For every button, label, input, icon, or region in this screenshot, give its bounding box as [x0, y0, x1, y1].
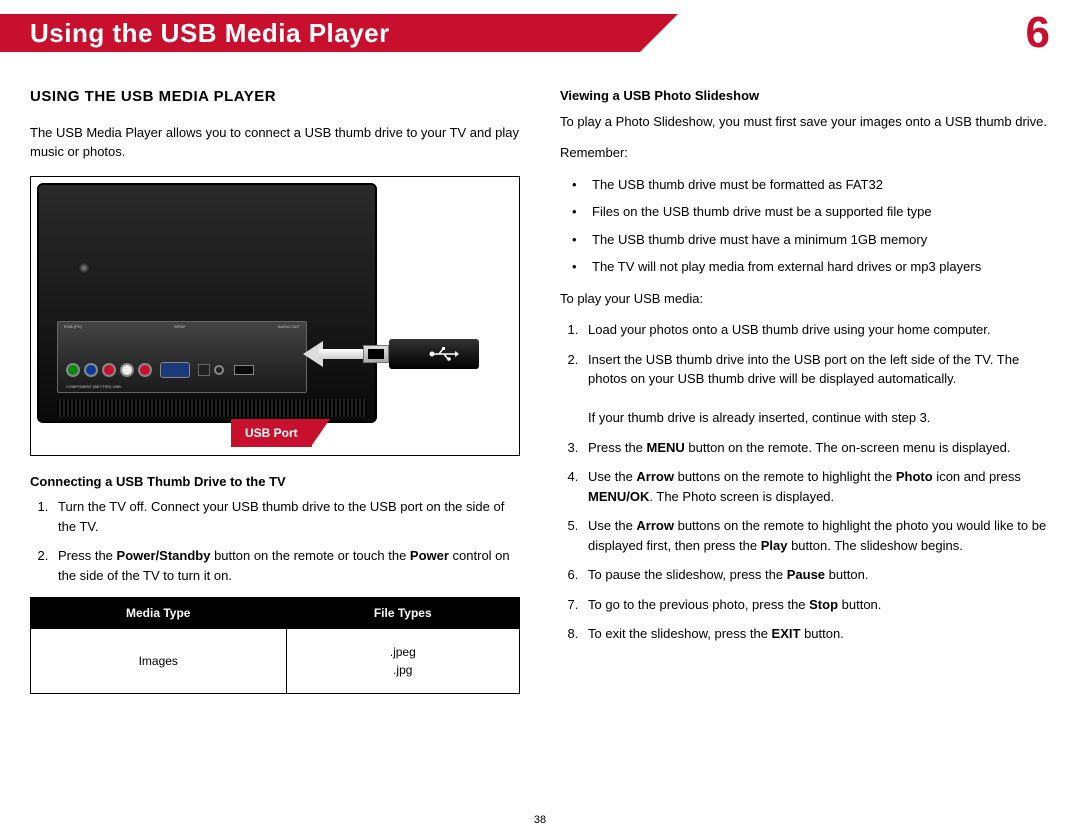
list-item: Load your photos onto a USB thumb drive … [582, 320, 1050, 340]
list-item: The TV will not play media from external… [582, 257, 1050, 277]
list-item: Use the Arrow buttons on the remote to h… [582, 516, 1050, 555]
vga-port-icon [160, 362, 190, 378]
tv-body: RGB (PC) SPDIF AUDIO OUT [37, 183, 377, 423]
table-cell: Images [31, 629, 287, 694]
table-cell: .jpeg.jpg [286, 629, 520, 694]
page-title: Using the USB Media Player [30, 18, 390, 49]
file-types-table: Media Type File Types Images .jpeg.jpg [30, 597, 520, 694]
port-row [66, 362, 254, 378]
table-header: File Types [286, 598, 520, 629]
usb-logo-icon [429, 347, 459, 361]
intro-text: The USB Media Player allows you to conne… [30, 123, 520, 162]
list-item: Press the Power/Standby button on the re… [52, 546, 520, 585]
port-label: AUDIO OUT [278, 324, 300, 330]
content-area: USING THE USB MEDIA PLAYER The USB Media… [0, 56, 1080, 704]
arrow-icon [303, 345, 363, 363]
tv-figure: RGB (PC) SPDIF AUDIO OUT [30, 176, 520, 456]
title-banner: Using the USB Media Player [0, 14, 640, 52]
spdif-icon [198, 364, 210, 376]
connect-steps-list: Turn the TV off. Connect your USB thumb … [30, 497, 520, 585]
list-item: Insert the USB thumb drive into the USB … [582, 350, 1050, 428]
usb-tip-icon [363, 345, 389, 363]
port-labels-row: RGB (PC) SPDIF AUDIO OUT [64, 324, 300, 330]
left-column: USING THE USB MEDIA PLAYER The USB Media… [30, 86, 520, 694]
list-item: Files on the USB thumb drive must be a s… [582, 202, 1050, 222]
page-number: 38 [0, 814, 1080, 826]
chapter-number: 6 [1026, 8, 1050, 58]
usb-stick-icon [389, 339, 479, 369]
port-label: SPDIF [174, 324, 186, 330]
usb-port-callout: USB Port [231, 419, 312, 447]
remember-list: The USB thumb drive must be formatted as… [560, 175, 1050, 277]
list-item: To go to the previous photo, press the S… [582, 595, 1050, 615]
rca-red-icon [102, 363, 116, 377]
list-item: The USB thumb drive must be formatted as… [582, 175, 1050, 195]
list-item: To pause the slideshow, press the Pause … [582, 565, 1050, 585]
remember-label: Remember: [560, 143, 1050, 163]
aux-icon [214, 365, 224, 375]
rca-blue-icon [84, 363, 98, 377]
list-item: Turn the TV off. Connect your USB thumb … [52, 497, 520, 536]
list-item: The USB thumb drive must have a minimum … [582, 230, 1050, 250]
list-item: To exit the slideshow, press the EXIT bu… [582, 624, 1050, 644]
list-item: Press the MENU button on the remote. The… [582, 438, 1050, 458]
usb-slot-icon [234, 365, 254, 375]
view-intro: To play a Photo Slideshow, you must firs… [560, 112, 1050, 132]
list-item: Use the Arrow buttons on the remote to h… [582, 467, 1050, 506]
right-column: Viewing a USB Photo Slideshow To play a … [560, 86, 1050, 694]
play-label: To play your USB media: [560, 289, 1050, 309]
table-row: Images .jpeg.jpg [31, 629, 520, 694]
table-header: Media Type [31, 598, 287, 629]
port-label: RGB (PC) [64, 324, 82, 330]
play-steps-list: Load your photos onto a USB thumb drive … [560, 320, 1050, 644]
rca-white-icon [120, 363, 134, 377]
vent-grille [57, 399, 367, 417]
port-panel: RGB (PC) SPDIF AUDIO OUT [57, 321, 307, 393]
connect-heading: Connecting a USB Thumb Drive to the TV [30, 472, 520, 492]
rca-green-icon [66, 363, 80, 377]
view-heading: Viewing a USB Photo Slideshow [560, 86, 1050, 106]
page-header: Using the USB Media Player 6 [0, 0, 1080, 56]
screw-icon [79, 263, 89, 273]
section-heading: USING THE USB MEDIA PLAYER [30, 86, 520, 109]
port-bottom-label: COMPONENT (BETTER) USB [66, 384, 121, 390]
rca-red2-icon [138, 363, 152, 377]
